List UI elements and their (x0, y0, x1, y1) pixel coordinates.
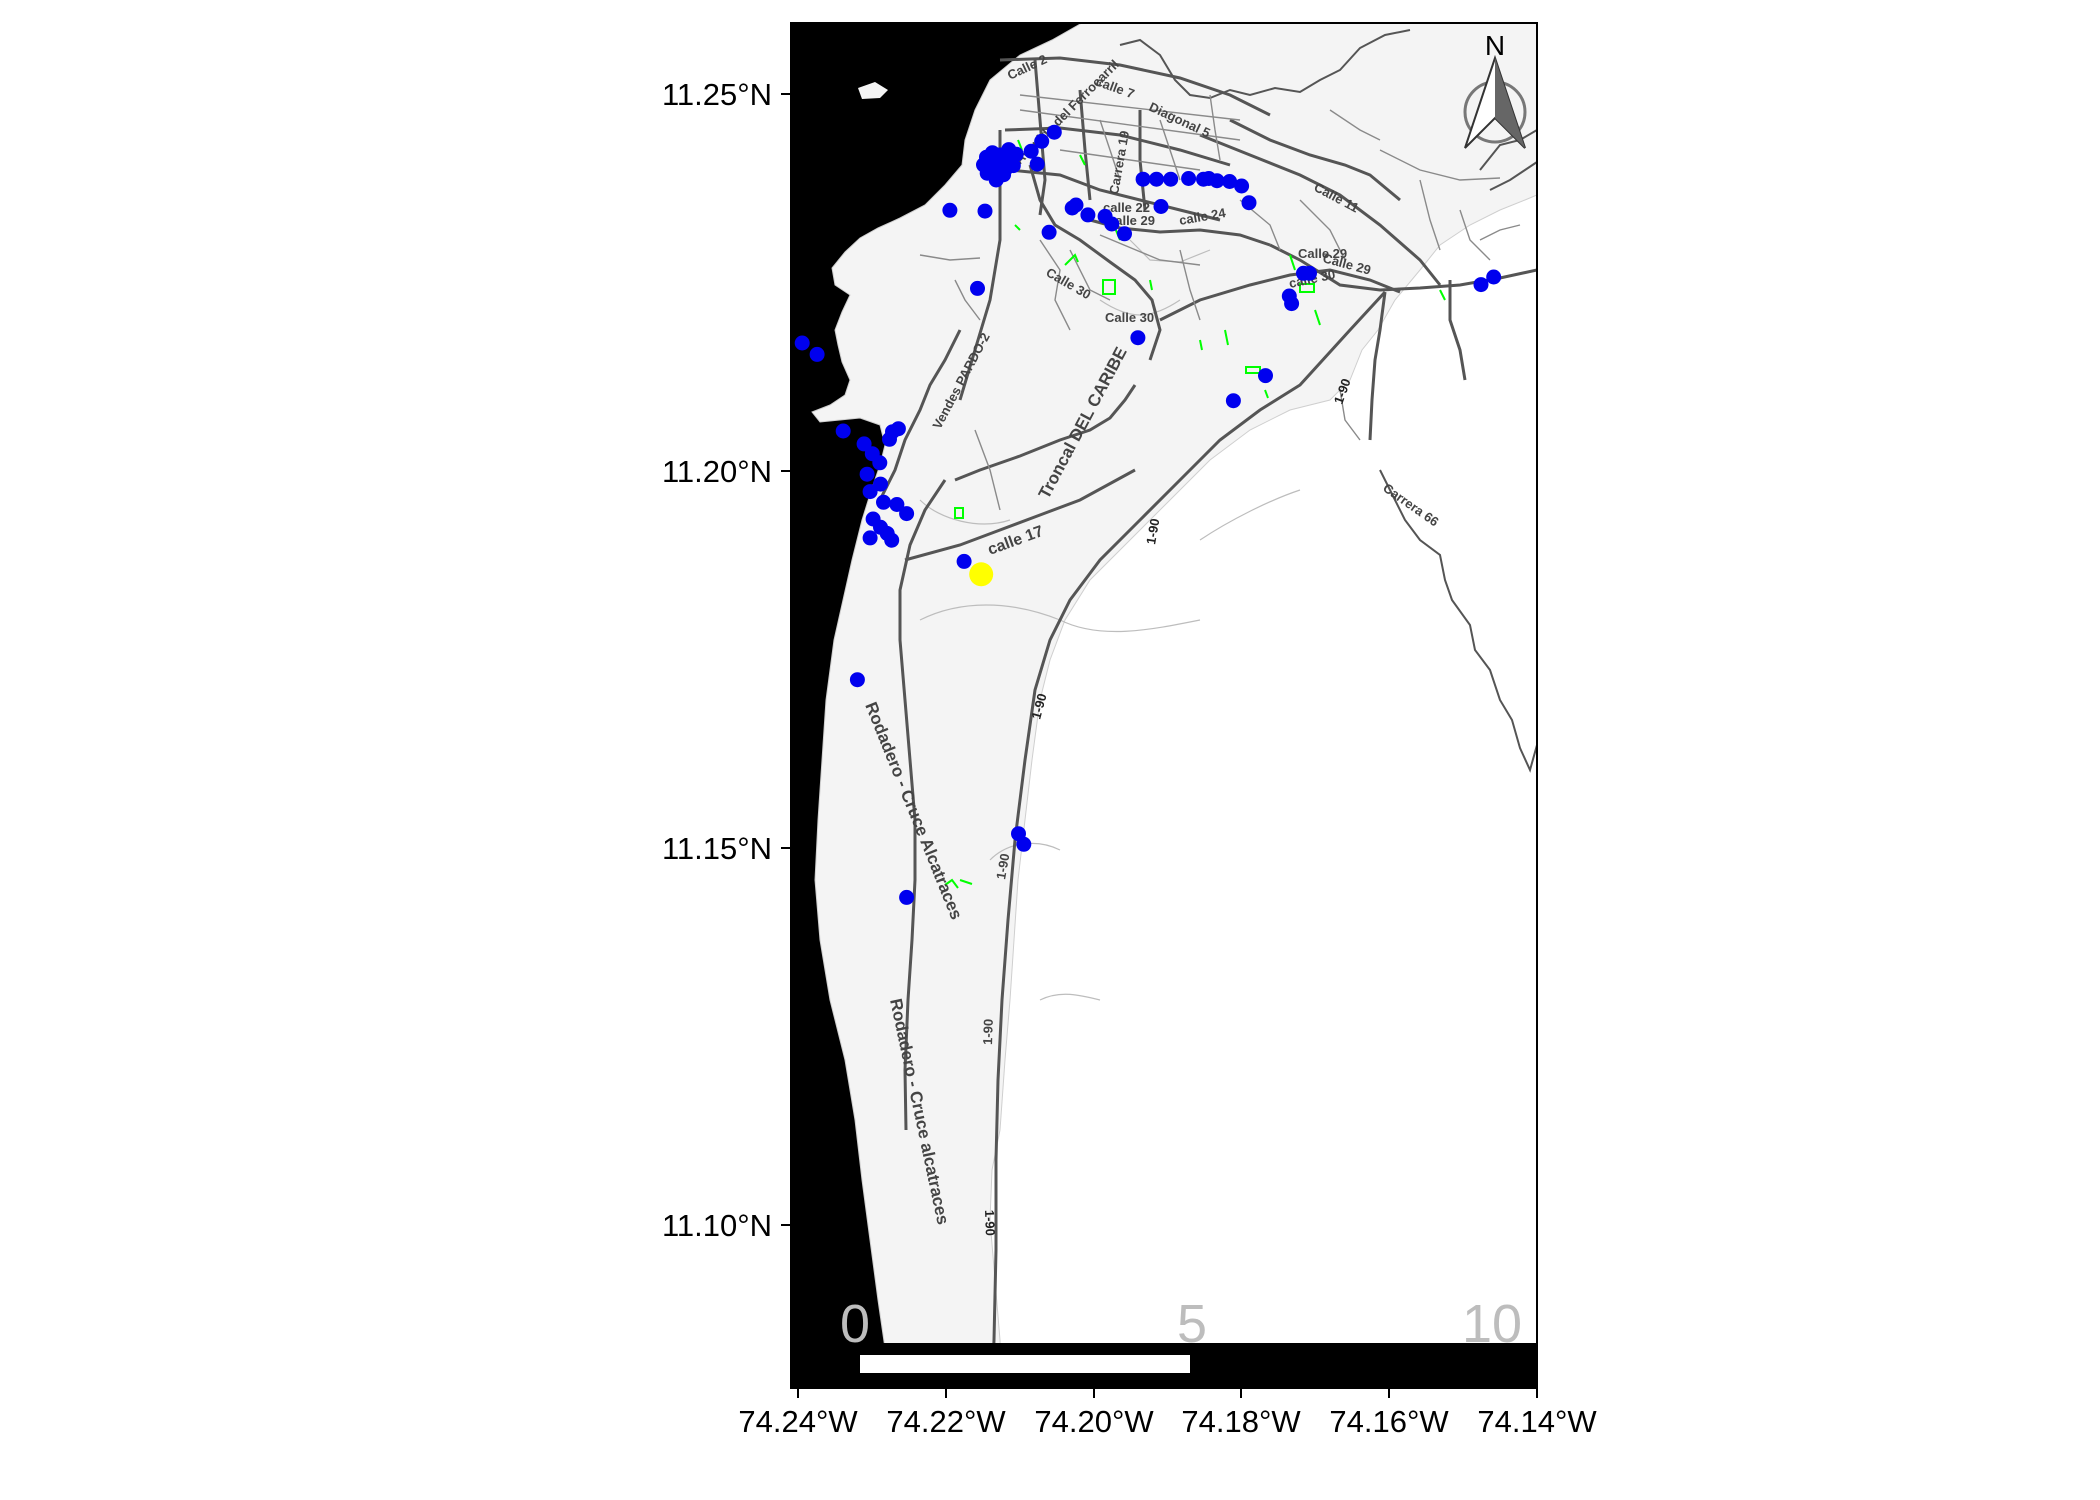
poi-point (1135, 171, 1151, 187)
poi-point (1034, 133, 1050, 149)
poi-point (1005, 158, 1021, 174)
poi-point (970, 280, 985, 296)
poi-point (876, 494, 891, 510)
poi-point (1241, 195, 1257, 211)
poi-point (1029, 156, 1045, 172)
poi-point (1117, 226, 1132, 242)
poi-point (1222, 174, 1238, 189)
x-tick-label: 74.18°W (1181, 1404, 1301, 1439)
poi-point (890, 421, 906, 437)
poi-point (1258, 368, 1273, 384)
x-tick-label: 74.20°W (1034, 1404, 1154, 1439)
x-tick-label: 74.22°W (886, 1404, 1006, 1439)
poi-point (899, 506, 915, 522)
scale-label-10: 10 (1462, 1294, 1522, 1354)
poi-point (1302, 265, 1317, 281)
poi-point (942, 202, 958, 218)
scale-label-0: 0 (840, 1294, 870, 1354)
north-label: N (1485, 30, 1505, 61)
poi-point (1486, 269, 1502, 285)
poi-point (1234, 178, 1250, 194)
x-axis: 74.24°W 74.22°W 74.20°W 74.18°W 74.16°W … (738, 1388, 1597, 1439)
poi-point (988, 172, 1004, 188)
poi-point (809, 346, 825, 362)
poi-point (859, 466, 875, 482)
road-label: 1-90 (993, 852, 1012, 880)
compass-needle-shade (1495, 58, 1525, 148)
poi-point (856, 436, 872, 452)
poi-point (1163, 171, 1179, 187)
points-layer (794, 124, 1502, 905)
north-arrow: N (1463, 30, 1527, 149)
poi-point (872, 455, 888, 471)
scale-label-5: 5 (1177, 1294, 1207, 1354)
road-label: calle 29 (1108, 213, 1155, 228)
poi-point (884, 532, 900, 548)
poi-point (889, 497, 905, 512)
poi-point (1153, 199, 1169, 214)
poi-point (979, 149, 994, 165)
highlight-point (969, 562, 994, 587)
road-label: 1-90 (982, 1210, 998, 1237)
poi-point (977, 203, 993, 219)
minor-streets (919, 94, 1521, 511)
x-tick-label: 74.24°W (738, 1404, 858, 1439)
poi-point (1473, 277, 1489, 293)
map-panel[interactable]: Calle 2 calle 7 Diagonal 5 Avenida del F… (791, 23, 1537, 1388)
scale-bar-segment (860, 1355, 1190, 1373)
green-areas (944, 139, 1446, 889)
poi-point (899, 889, 915, 905)
poi-point (1041, 224, 1057, 240)
sea-area (791, 23, 1082, 1388)
road-label: Calle 29 (1298, 246, 1347, 261)
road-label: 1-90 (1028, 692, 1049, 721)
poi-point (849, 672, 865, 688)
poi-point (1104, 216, 1120, 232)
y-tick-label: 11.10°N (662, 1208, 772, 1243)
poi-point (862, 484, 878, 500)
road-label: calle 22 (1103, 200, 1150, 215)
poi-point (1284, 296, 1300, 312)
poi-point (1149, 171, 1164, 187)
island (858, 82, 888, 99)
land-area (811, 23, 1537, 1388)
poi-point (1046, 124, 1062, 140)
road-label: 1-90 (980, 1019, 996, 1046)
x-tick-label: 74.16°W (1329, 1404, 1449, 1439)
y-tick-label: 11.25°N (662, 77, 772, 112)
poi-point (1016, 836, 1032, 852)
road-label: 1-90 (1143, 517, 1162, 545)
map-frame (790, 22, 1538, 1389)
poi-point (1130, 330, 1146, 346)
poi-point (794, 335, 810, 351)
scale-bar: 0 5 10 (791, 1294, 1537, 1388)
poi-point (1068, 197, 1084, 213)
poi-point (1001, 142, 1017, 158)
y-tick-label: 11.15°N (662, 831, 772, 866)
poi-point (1023, 143, 1039, 159)
y-axis: 11.25°N 11.20°N 11.15°N 11.10°N (662, 77, 791, 1243)
y-tick-label: 11.20°N (662, 454, 772, 489)
poi-point (862, 530, 878, 546)
relief-lines (1119, 29, 1537, 773)
poi-point (873, 476, 888, 492)
poi-point (835, 423, 851, 439)
poi-point (1080, 207, 1096, 223)
poi-point (1209, 173, 1225, 189)
poi-point (956, 553, 972, 569)
poi-point (1225, 393, 1241, 409)
road-label: Calle 30 (1105, 310, 1154, 325)
poi-point (1181, 171, 1197, 186)
x-tick-label: 74.14°W (1477, 1404, 1597, 1439)
